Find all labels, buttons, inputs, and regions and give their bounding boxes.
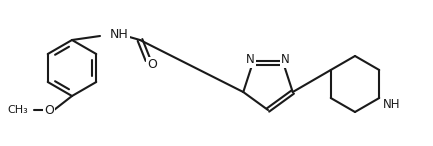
Text: CH₃: CH₃ (7, 105, 28, 115)
Text: NH: NH (110, 27, 129, 40)
Text: O: O (147, 59, 157, 72)
Text: N: N (281, 53, 290, 66)
Text: NH: NH (383, 98, 401, 111)
Text: O: O (44, 104, 54, 117)
Text: N: N (246, 53, 255, 66)
